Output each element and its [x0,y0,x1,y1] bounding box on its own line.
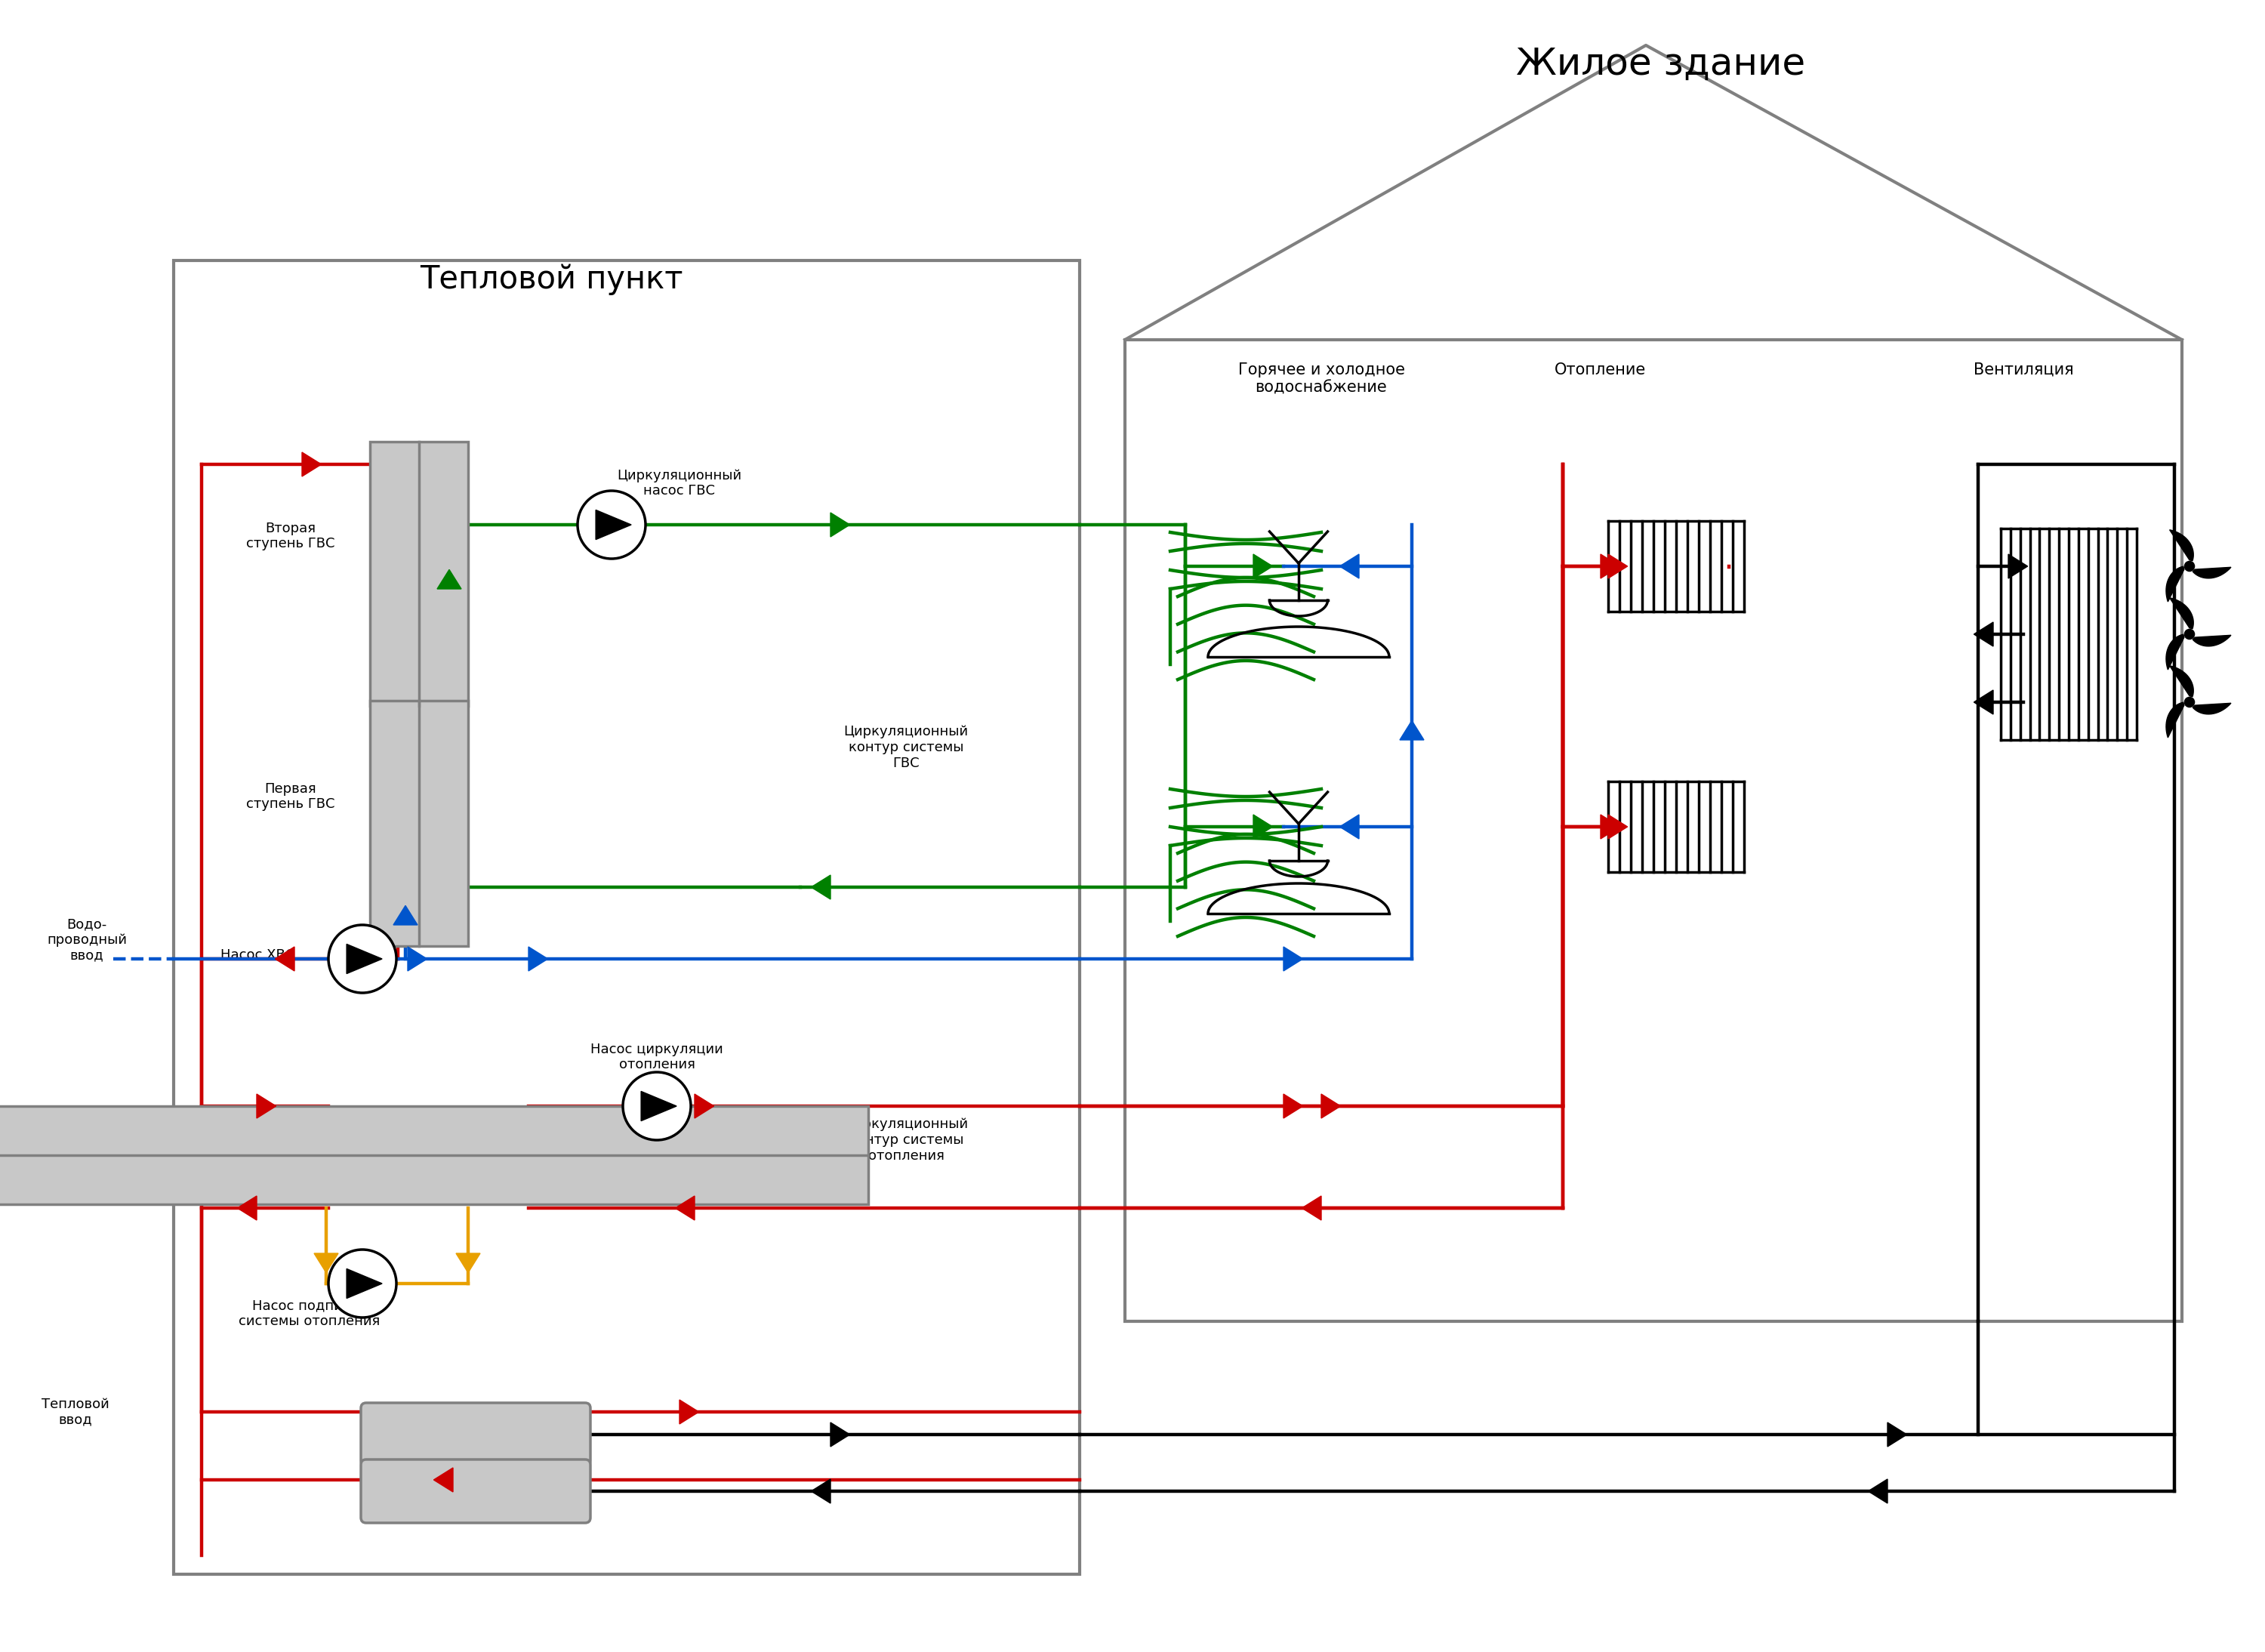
Text: Насос ХВС: Насос ХВС [220,948,294,961]
FancyBboxPatch shape [360,1459,591,1523]
Polygon shape [1253,553,1273,578]
Polygon shape [1284,947,1302,971]
Polygon shape [1973,691,1993,714]
Circle shape [328,925,396,993]
Polygon shape [1284,1094,1302,1118]
Circle shape [2183,629,2195,639]
Polygon shape [1339,814,1359,839]
Polygon shape [437,570,462,588]
Polygon shape [2170,598,2193,629]
Text: Насос подпитки
системы отопления: Насос подпитки системы отопления [238,1298,381,1328]
Polygon shape [238,1196,256,1221]
Text: Вентиляция: Вентиляция [1973,362,2072,378]
Polygon shape [2009,553,2027,578]
Polygon shape [811,1479,831,1503]
Polygon shape [2193,636,2231,646]
Text: Водо-
проводный
ввод: Водо- проводный ввод [48,917,127,963]
Polygon shape [596,510,632,540]
Bar [0,1107,867,1204]
Polygon shape [528,947,548,971]
Polygon shape [315,1254,337,1272]
Polygon shape [1973,623,1993,646]
Polygon shape [394,905,417,925]
Bar [174,261,1080,1574]
Polygon shape [675,1196,695,1221]
Polygon shape [347,1269,383,1298]
Polygon shape [408,947,428,971]
Polygon shape [455,1254,480,1272]
Polygon shape [1608,814,1629,839]
Text: Горячее и холодное
водоснабжение: Горячее и холодное водоснабжение [1237,362,1404,395]
Polygon shape [831,1422,849,1447]
Text: Тепловой
ввод: Тепловой ввод [41,1398,109,1427]
Circle shape [328,1249,396,1318]
Polygon shape [274,947,294,971]
Text: Циркуляционный
контур системы
ГВС: Циркуляционный контур системы ГВС [843,725,969,770]
Bar [1126,340,2181,1322]
Polygon shape [1601,553,1619,578]
Polygon shape [1869,1479,1887,1503]
Text: Тепловой пункт: Тепловой пункт [419,264,682,296]
Polygon shape [680,1399,700,1424]
Polygon shape [1320,1094,1341,1118]
Polygon shape [1608,553,1629,578]
Text: Жилое здание: Жилое здание [1515,46,1805,83]
Bar [369,441,469,705]
Circle shape [2183,697,2195,707]
Polygon shape [1339,553,1359,578]
Text: Вторая
ступень ГВС: Вторая ступень ГВС [247,522,335,550]
Text: Первая
ступень ГВС: Первая ступень ГВС [247,781,335,811]
Bar [369,700,469,945]
Polygon shape [831,512,849,537]
Polygon shape [2193,567,2231,578]
Circle shape [2183,562,2195,572]
Text: Циркуляционный
контур системы
отопления: Циркуляционный контур системы отопления [843,1118,969,1163]
Polygon shape [2193,704,2231,714]
Text: Циркуляционный
насос ГВС: Циркуляционный насос ГВС [616,469,743,497]
Polygon shape [433,1467,453,1492]
Text: Насос циркуляции
отопления: Насос циркуляции отопления [591,1042,723,1072]
Polygon shape [641,1092,677,1122]
Polygon shape [2165,567,2183,601]
Polygon shape [2165,702,2183,738]
Polygon shape [347,943,383,973]
Circle shape [623,1072,691,1140]
Polygon shape [1253,814,1273,839]
Polygon shape [256,1094,276,1118]
Polygon shape [2165,634,2183,669]
Text: Теплообменник
системы отопления: Теплообменник системы отопления [496,1110,636,1140]
Text: Система
регулирования и
защиты: Система регулирования и защиты [414,1477,537,1521]
Polygon shape [2170,530,2193,560]
Polygon shape [1302,1196,1320,1221]
Text: Отопление: Отопление [1554,362,1647,378]
Circle shape [578,491,646,558]
Polygon shape [1887,1422,1907,1447]
Polygon shape [695,1094,713,1118]
Polygon shape [1601,814,1619,839]
Polygon shape [1400,720,1425,740]
Polygon shape [2170,666,2193,697]
Polygon shape [301,453,322,476]
FancyBboxPatch shape [360,1403,591,1467]
Polygon shape [811,876,831,899]
